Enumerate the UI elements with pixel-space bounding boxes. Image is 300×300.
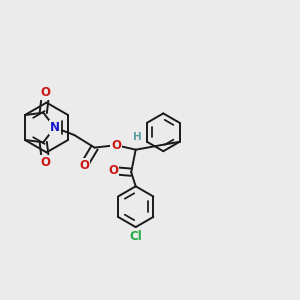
Text: O: O: [41, 86, 51, 99]
Text: Cl: Cl: [129, 230, 142, 243]
Text: O: O: [111, 139, 121, 152]
Text: N: N: [50, 121, 60, 134]
Text: H: H: [133, 132, 142, 142]
Text: O: O: [41, 156, 51, 169]
Text: O: O: [79, 158, 89, 172]
Text: O: O: [108, 164, 118, 177]
